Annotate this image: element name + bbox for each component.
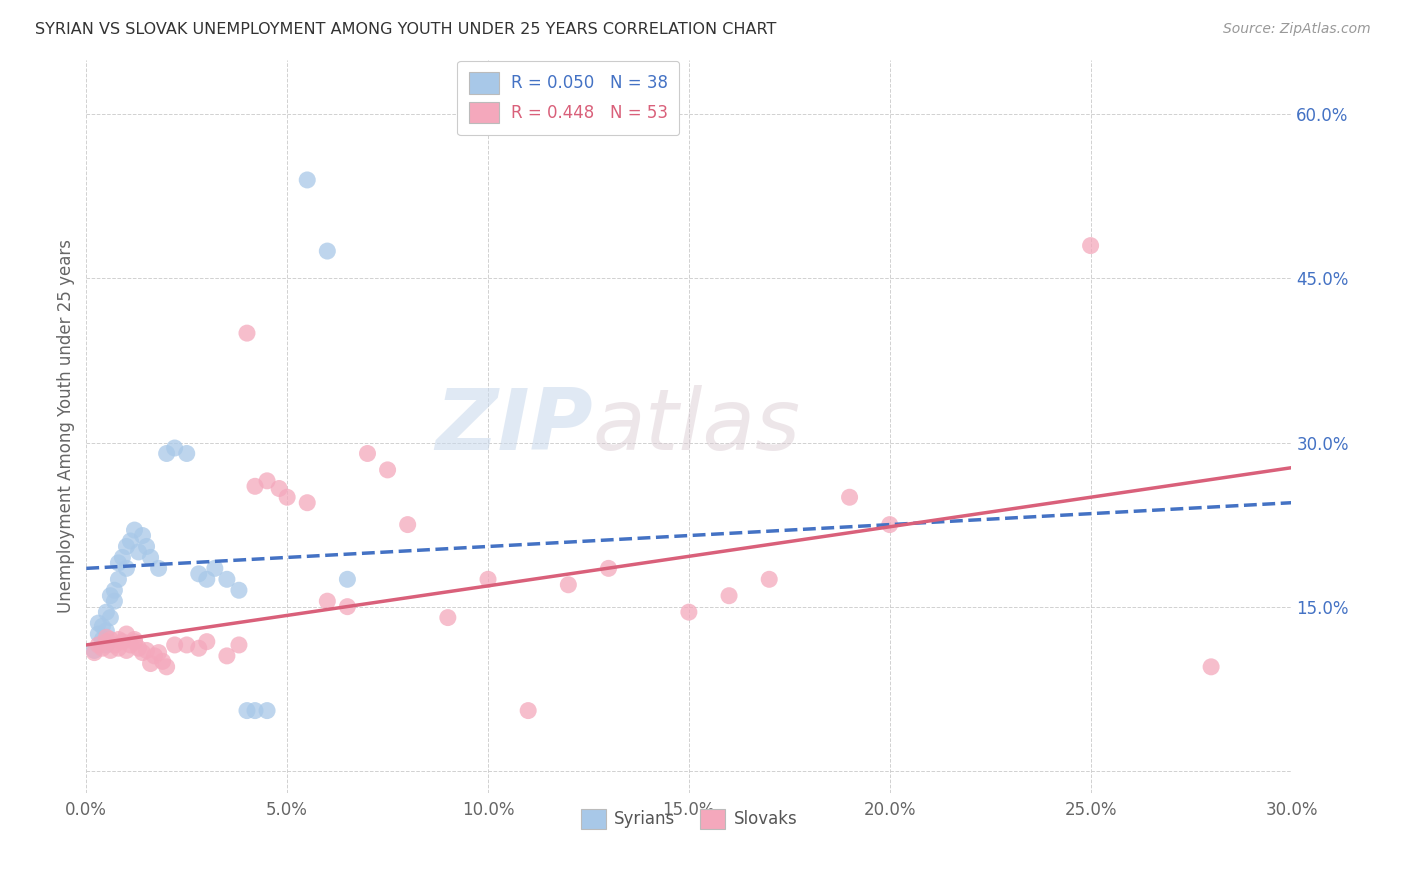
Point <box>83 646 105 660</box>
Point <box>215 648 238 663</box>
Point <box>115 540 138 554</box>
Point <box>297 173 319 187</box>
Point <box>316 244 339 258</box>
Point <box>96 630 118 644</box>
Point <box>377 463 399 477</box>
Point <box>215 572 238 586</box>
Point <box>718 589 741 603</box>
Legend: Syrians, Slovaks: Syrians, Slovaks <box>574 802 804 836</box>
Point <box>128 545 150 559</box>
Point <box>276 490 298 504</box>
Point <box>115 561 138 575</box>
Point <box>107 556 129 570</box>
Point <box>256 474 278 488</box>
Text: SYRIAN VS SLOVAK UNEMPLOYMENT AMONG YOUTH UNDER 25 YEARS CORRELATION CHART: SYRIAN VS SLOVAK UNEMPLOYMENT AMONG YOUT… <box>35 22 776 37</box>
Point <box>477 572 499 586</box>
Point <box>187 641 209 656</box>
Point <box>100 610 122 624</box>
Point <box>517 704 540 718</box>
Point <box>135 643 157 657</box>
Point <box>336 599 359 614</box>
Point <box>297 496 319 510</box>
Point <box>124 634 146 648</box>
Point <box>148 646 170 660</box>
Point <box>139 550 162 565</box>
Text: ZIP: ZIP <box>434 384 592 467</box>
Point <box>396 517 419 532</box>
Point <box>163 441 186 455</box>
Point <box>256 704 278 718</box>
Point <box>176 446 198 460</box>
Point <box>187 566 209 581</box>
Point <box>96 624 118 638</box>
Point <box>131 528 153 542</box>
Point <box>879 517 901 532</box>
Point <box>107 641 129 656</box>
Point <box>316 594 339 608</box>
Point <box>83 643 105 657</box>
Text: atlas: atlas <box>592 384 800 467</box>
Point <box>128 641 150 656</box>
Point <box>598 561 620 575</box>
Point <box>103 583 125 598</box>
Point <box>120 638 142 652</box>
Point <box>148 561 170 575</box>
Point <box>269 482 291 496</box>
Point <box>557 578 579 592</box>
Point <box>336 572 359 586</box>
Point <box>100 643 122 657</box>
Point <box>437 610 460 624</box>
Point <box>96 638 118 652</box>
Point <box>124 523 146 537</box>
Point <box>143 648 166 663</box>
Point <box>678 605 700 619</box>
Point <box>228 583 250 598</box>
Point <box>115 627 138 641</box>
Point <box>87 616 110 631</box>
Point <box>115 643 138 657</box>
Point <box>228 638 250 652</box>
Point <box>91 641 114 656</box>
Point <box>120 534 142 549</box>
Point <box>139 657 162 671</box>
Point <box>758 572 780 586</box>
Point <box>204 561 226 575</box>
Point <box>243 479 266 493</box>
Point <box>838 490 860 504</box>
Point <box>163 638 186 652</box>
Point <box>1080 238 1102 252</box>
Point <box>111 550 134 565</box>
Text: Source: ZipAtlas.com: Source: ZipAtlas.com <box>1223 22 1371 37</box>
Point <box>100 632 122 647</box>
Point <box>96 634 118 648</box>
Point <box>236 704 259 718</box>
Point <box>107 632 129 647</box>
Point <box>107 572 129 586</box>
Point <box>156 446 179 460</box>
Point <box>111 634 134 648</box>
Point <box>236 326 259 340</box>
Point <box>103 594 125 608</box>
Point <box>176 638 198 652</box>
Point <box>131 646 153 660</box>
Y-axis label: Unemployment Among Youth under 25 years: Unemployment Among Youth under 25 years <box>58 239 75 613</box>
Point <box>243 704 266 718</box>
Point <box>96 605 118 619</box>
Point <box>87 638 110 652</box>
Point <box>124 632 146 647</box>
Point <box>87 627 110 641</box>
Point <box>103 638 125 652</box>
Point <box>135 540 157 554</box>
Point <box>100 589 122 603</box>
Point <box>91 632 114 647</box>
Point <box>195 572 218 586</box>
Point <box>91 619 114 633</box>
Point <box>152 654 174 668</box>
Point <box>195 634 218 648</box>
Point <box>1199 660 1222 674</box>
Point <box>356 446 378 460</box>
Point <box>156 660 179 674</box>
